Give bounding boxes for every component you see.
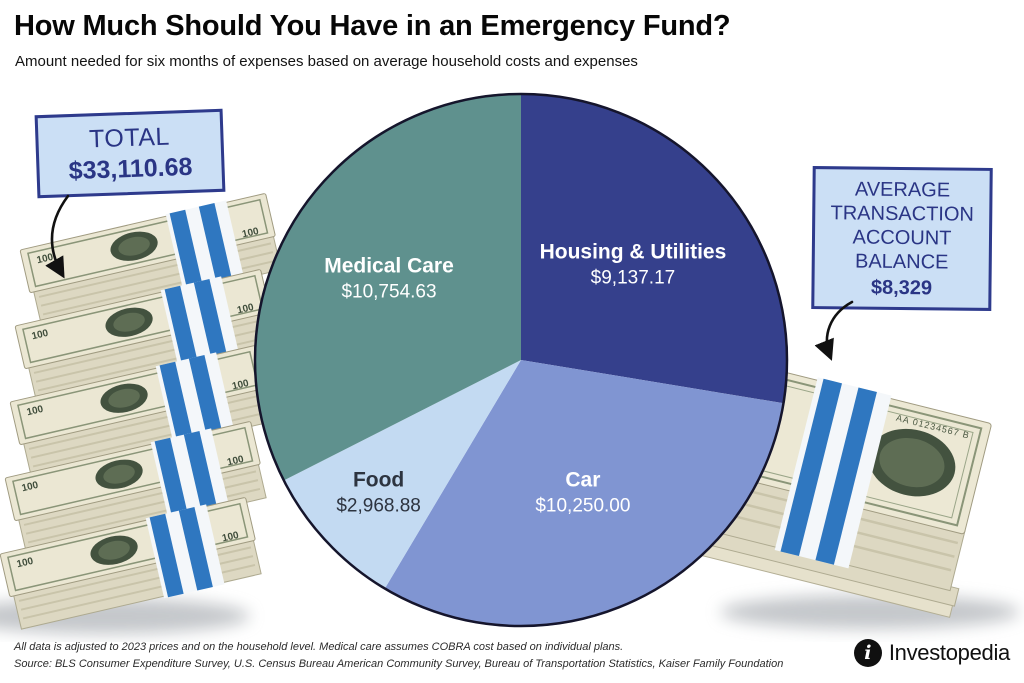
pie-slice-car [384, 360, 785, 628]
callout-average-balance: AVERAGE TRANSACTION ACCOUNT BALANCE $8,3… [811, 166, 993, 311]
callout-total-value: $33,110.68 [68, 152, 193, 185]
pie-chart: Housing & Utilities $9,137.17 Car $10,250.0… [251, 90, 791, 630]
money-stack-left-illustration: 100 100 [0, 190, 285, 634]
callout-total: TOTAL $33,110.68 [34, 108, 226, 199]
footnote: All data is adjusted to 2023 prices and … [14, 641, 624, 653]
pie-outline [253, 92, 789, 628]
page-subtitle: Amount needed for six months of expenses… [15, 53, 638, 70]
pie-svg [253, 92, 789, 628]
page-title: How Much Should You Have in an Emergency… [14, 10, 731, 42]
source-line: Source: BLS Consumer Expenditure Survey,… [14, 658, 784, 670]
investopedia-logo: i Investopedia [853, 639, 1010, 667]
arrow-average-to-stack [814, 300, 854, 361]
pie-slice-food [282, 360, 521, 590]
investopedia-wordmark: Investopedia [888, 640, 1010, 665]
pie-slice-housing-utilities [521, 93, 789, 404]
investopedia-logo-letter: i [864, 642, 872, 664]
callout-average-value: $8,329 [870, 276, 933, 299]
callout-total-label: TOTAL [88, 122, 171, 153]
pie-slice-medical-care [254, 93, 521, 481]
investopedia-logo-icon: i [853, 639, 882, 667]
callout-average-label: AVERAGE TRANSACTION ACCOUNT BALANCE [830, 178, 975, 273]
arrow-total-to-stack [45, 194, 70, 279]
